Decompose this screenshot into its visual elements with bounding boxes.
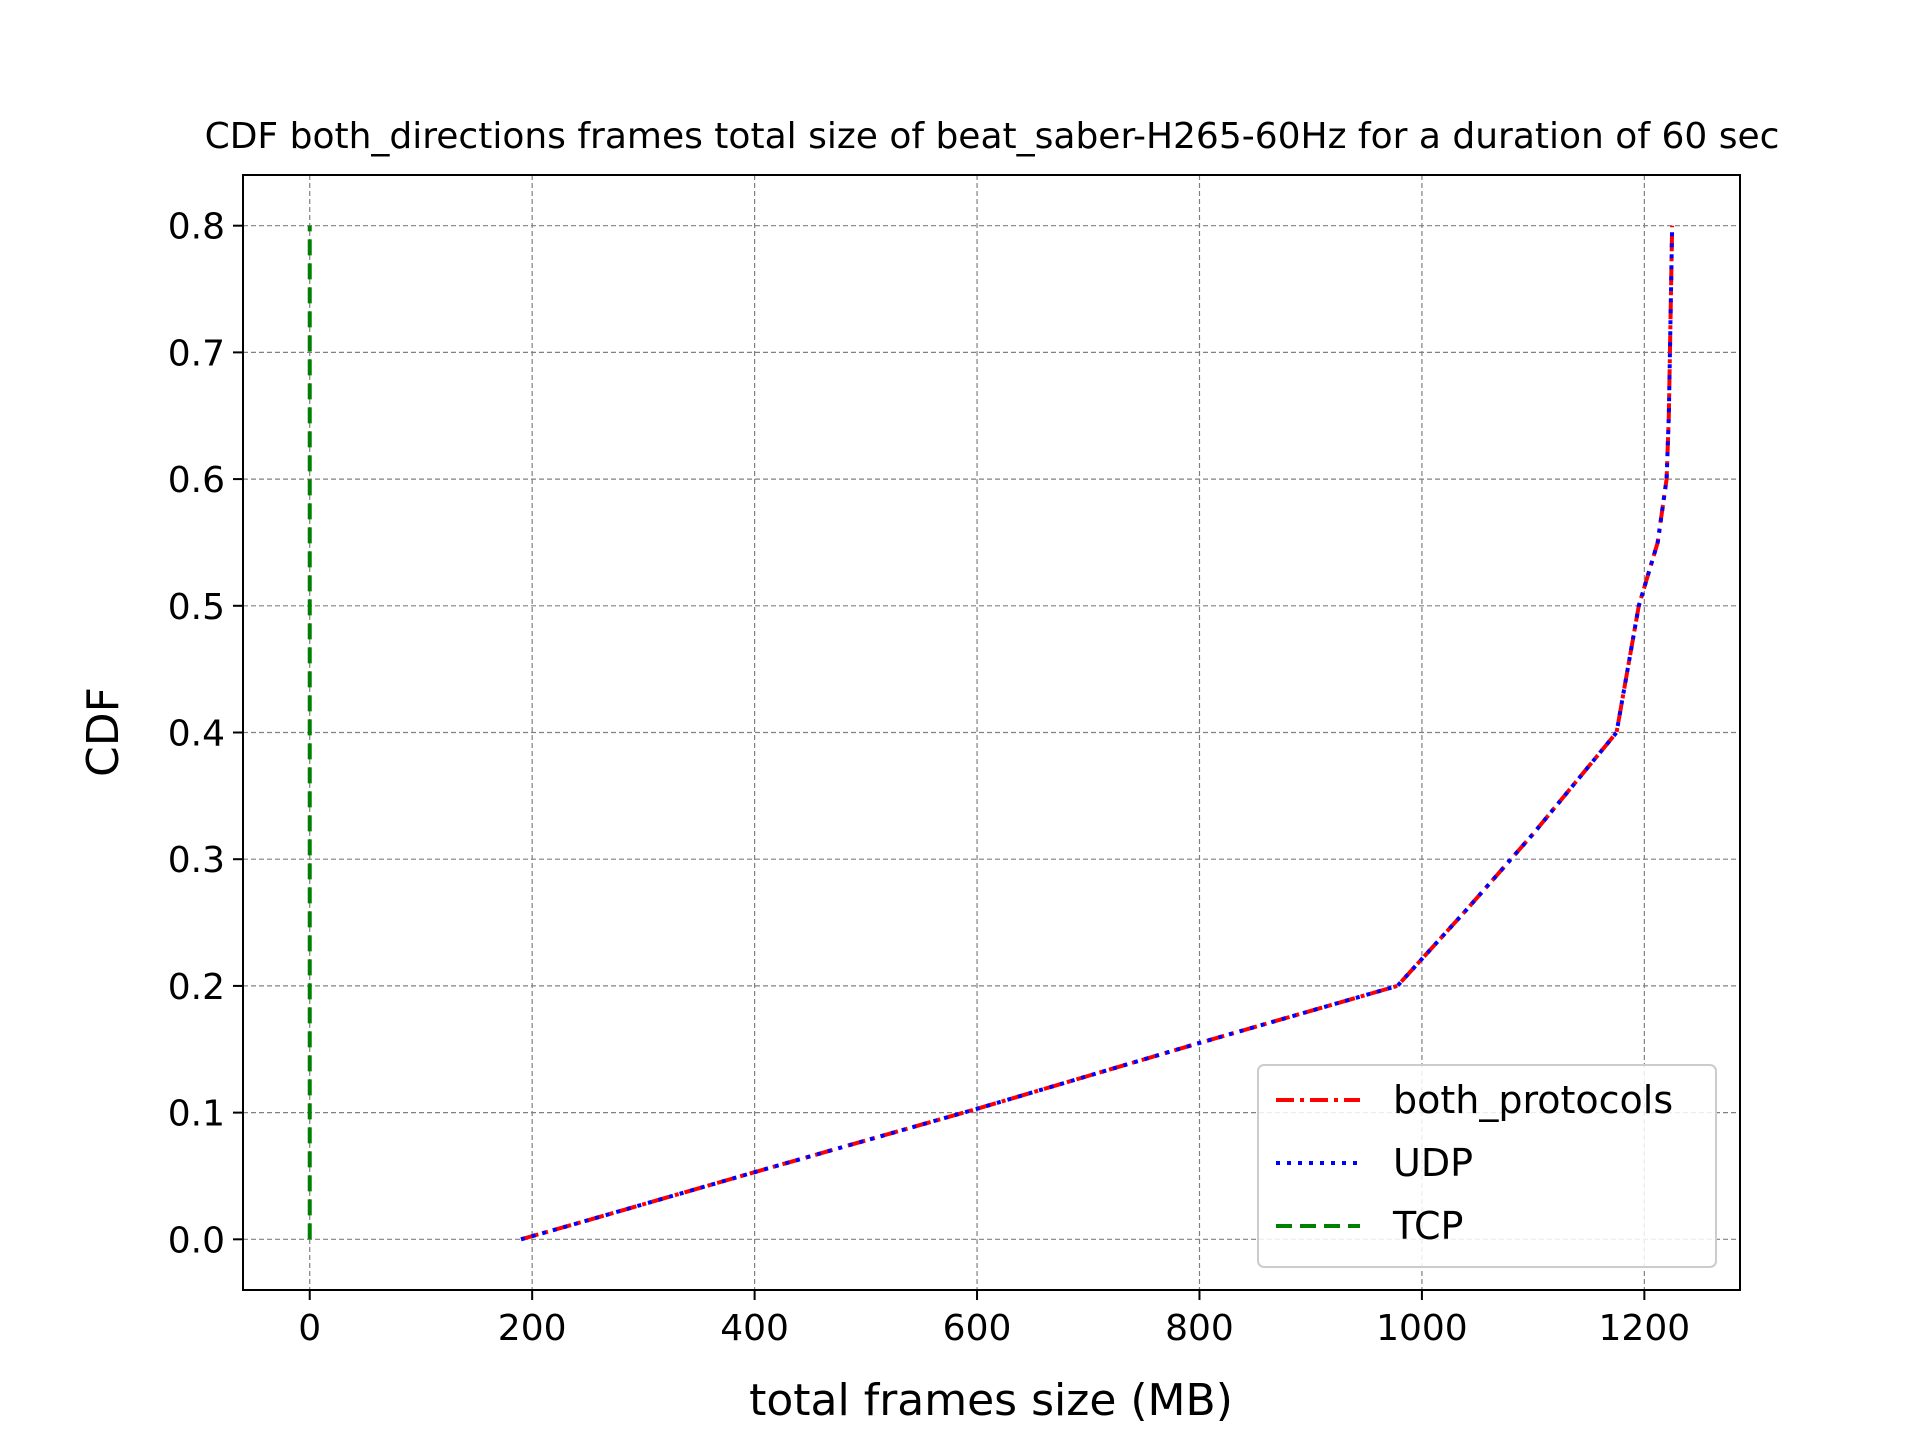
y-tick-label: 0.4 — [168, 714, 225, 755]
y-tick-label: 0.5 — [168, 587, 225, 628]
legend-box — [1257, 1064, 1717, 1268]
legend-label-both-protocols: both_protocols — [1393, 1078, 1673, 1122]
x-tick-label: 800 — [1165, 1308, 1234, 1349]
series-layer — [307, 225, 1675, 1242]
x-axis-ticks: 0 200 400 600 800 1000 1200 — [298, 1290, 1690, 1349]
x-axis-label: total frames size (MB) — [749, 1375, 1233, 1426]
y-tick-label: 0.7 — [168, 333, 225, 374]
chart-title: CDF both_directions frames total size of… — [205, 116, 1780, 157]
y-tick-label: 0.8 — [168, 207, 225, 248]
x-tick-label: 600 — [943, 1308, 1012, 1349]
x-tick-label: 1000 — [1376, 1308, 1468, 1349]
x-tick-label: 400 — [720, 1308, 789, 1349]
legend-items: both_protocols UDP TCP — [1276, 1078, 1673, 1248]
y-tick-label: 0.1 — [168, 1094, 225, 1135]
y-tick-label: 0.2 — [168, 967, 225, 1008]
y-tick-label: 0.3 — [168, 840, 225, 881]
y-tick-label: 0.6 — [168, 460, 225, 501]
x-tick-label: 0 — [298, 1308, 321, 1349]
series-line-udp — [520, 225, 1675, 1242]
legend: both_protocols UDP TCP — [1257, 1064, 1717, 1268]
y-axis-label: CDF — [78, 687, 129, 777]
y-axis-ticks: 0.0 0.1 0.2 0.3 0.4 0.5 0.6 0.7 0.8 — [168, 207, 243, 1261]
x-tick-label: 1200 — [1599, 1308, 1691, 1349]
legend-label-udp: UDP — [1393, 1141, 1473, 1185]
y-tick-label: 0.0 — [168, 1220, 225, 1261]
legend-label-tcp: TCP — [1392, 1204, 1463, 1248]
x-tick-label: 200 — [498, 1308, 567, 1349]
